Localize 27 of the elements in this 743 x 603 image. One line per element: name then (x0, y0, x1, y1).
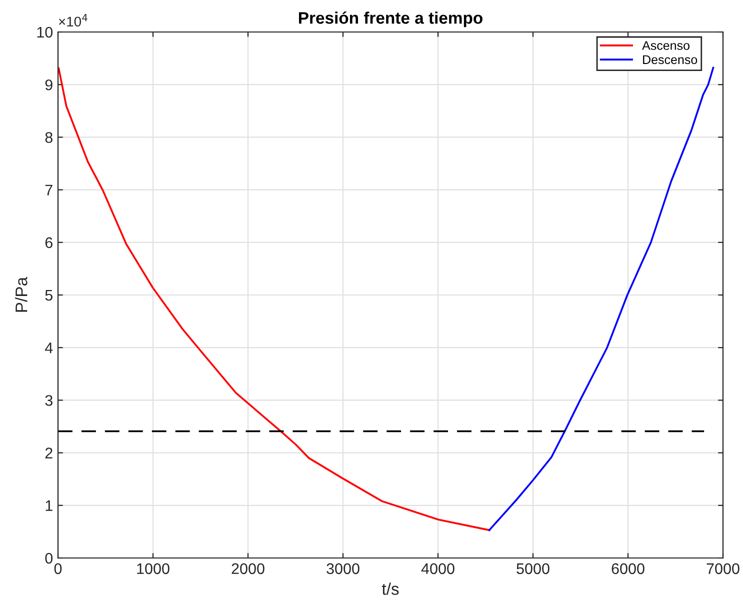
x-axis-title: t/s (382, 582, 399, 595)
chart-title: Presión frente a tiempo (299, 11, 482, 28)
y-tick-label: 3 (45, 395, 52, 406)
y-tick-label: 1 (46, 500, 52, 511)
text: ×10$^{4}$ (58, 14, 88, 27)
legend-label: Descenso (643, 55, 698, 64)
x-tick-label: 6000 (612, 563, 644, 574)
x-tick-label: 3000 (326, 563, 360, 574)
x-tick-label: 5000 (516, 563, 550, 574)
y-axis-title: P/Pa (15, 276, 28, 312)
y-tick-label: 5 (45, 290, 52, 301)
y-tick-label: 10 (37, 26, 53, 38)
x-tick-label: 4000 (421, 563, 454, 574)
line-series (58, 67, 490, 532)
x-tick-label: 7000 (706, 563, 740, 574)
x-tick-label: 0 (54, 563, 62, 574)
y-tick-label: 4 (44, 342, 53, 354)
y-tick-label: 7 (45, 184, 52, 196)
x-tick-label: 2000 (232, 563, 264, 574)
y-tick-label: 2 (45, 448, 52, 458)
x-tick-label: 1000 (137, 563, 170, 574)
legend-label: Ascenso (642, 41, 690, 50)
y-tick-label: 6 (45, 237, 52, 248)
y-tick-label: 9 (45, 79, 52, 90)
y-tick-label: 0 (45, 552, 53, 564)
y-tick-label: 8 (45, 132, 52, 143)
line-series (488, 66, 714, 532)
